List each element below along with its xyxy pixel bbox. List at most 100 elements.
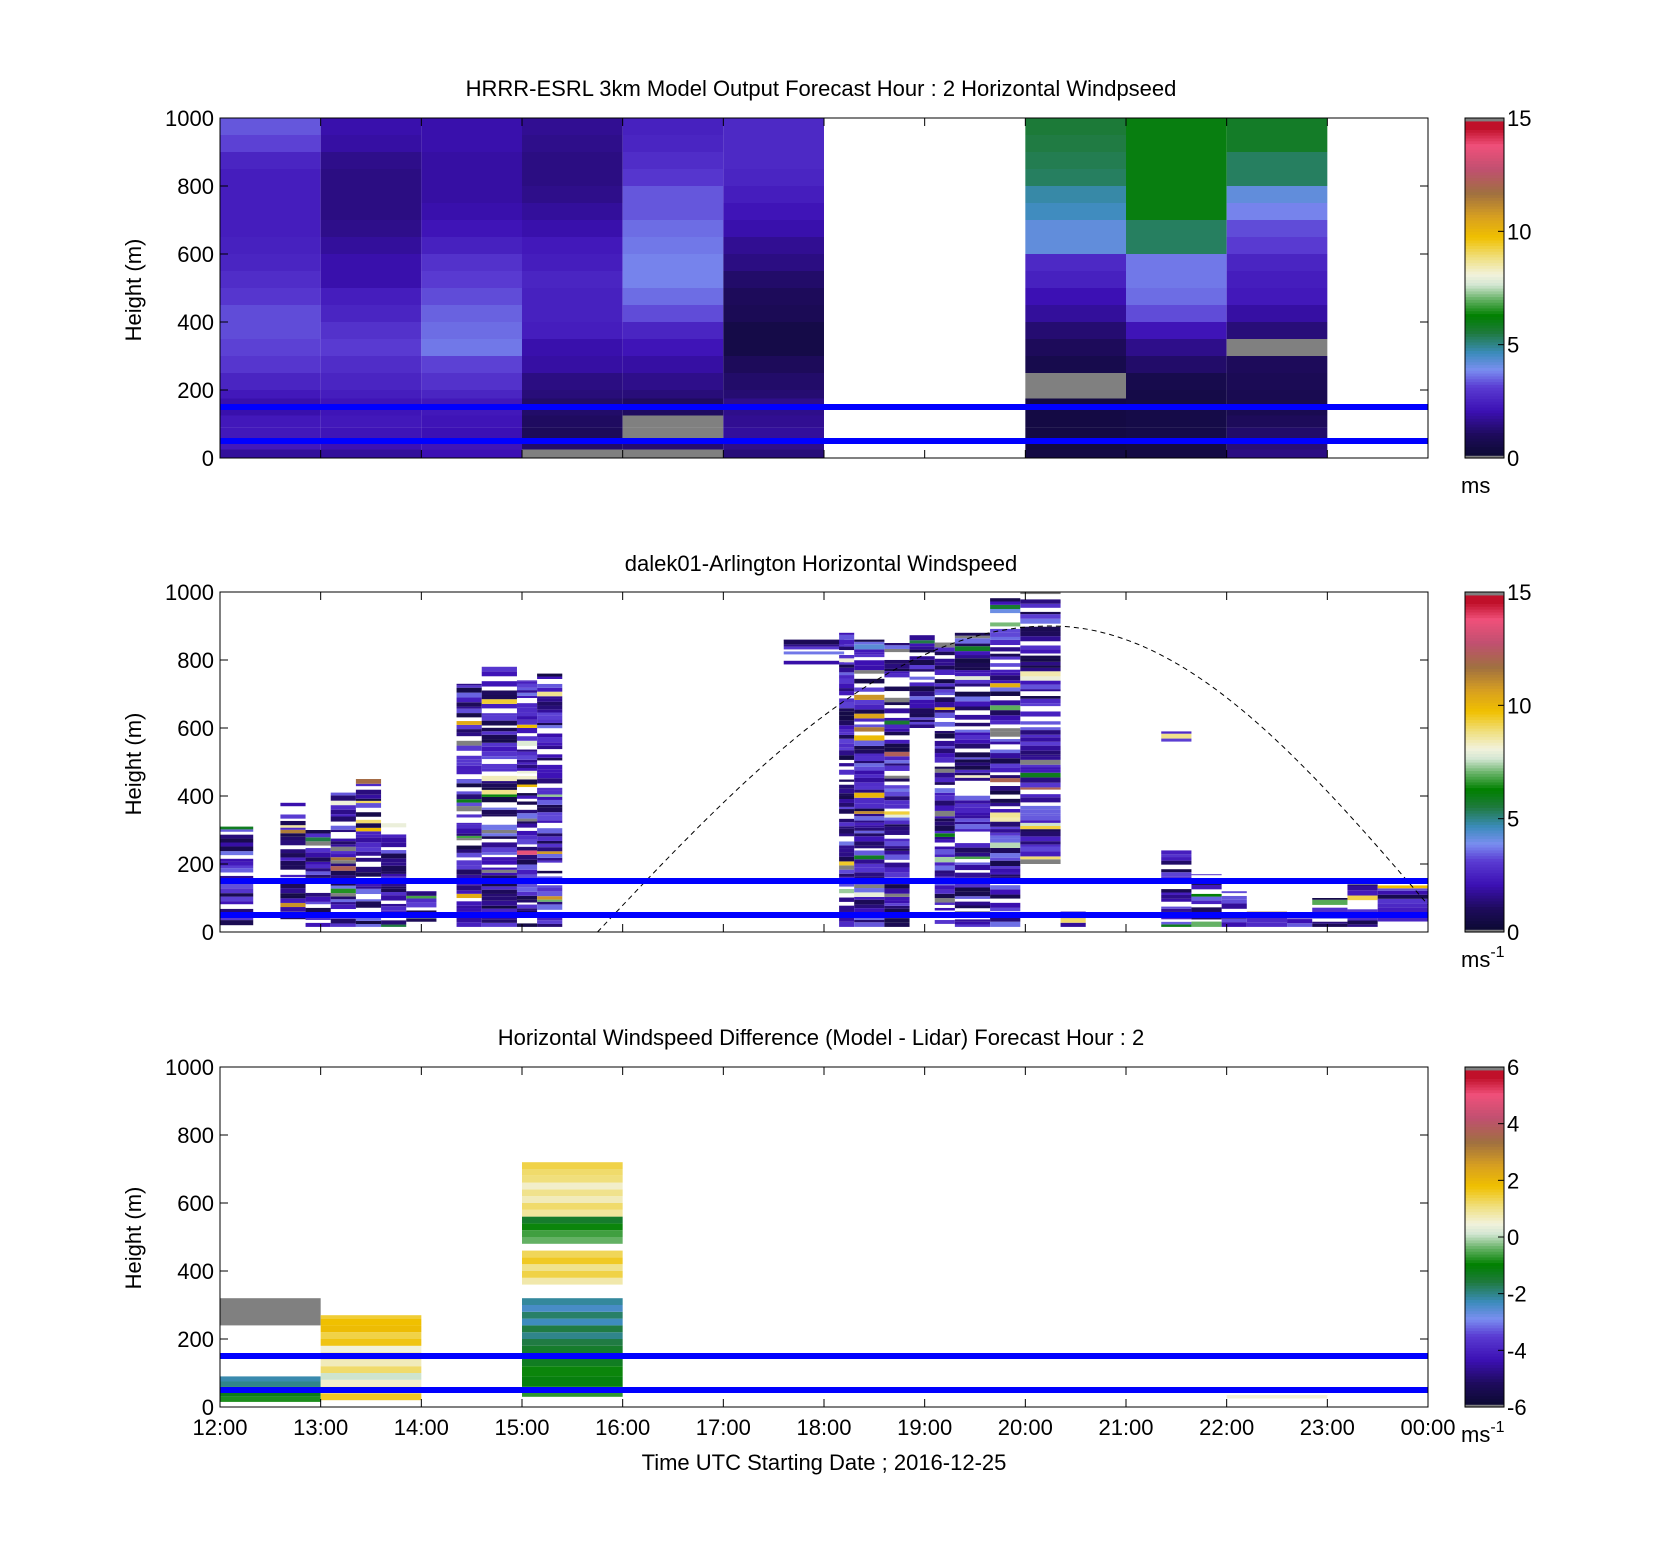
colorbar-segment	[1465, 347, 1504, 351]
heatmap-cell	[1312, 923, 1348, 927]
colorbar-segment	[1465, 225, 1504, 230]
heatmap-cell	[1161, 894, 1192, 899]
heatmap-cell	[320, 1359, 422, 1367]
colorbar-segment	[1465, 174, 1504, 179]
colorbar-segment	[1465, 878, 1504, 882]
colorbar-tick-label: 2	[1507, 1168, 1519, 1193]
heatmap-cell	[934, 651, 955, 656]
heatmap-cell	[622, 203, 724, 220]
heatmap-cell	[884, 645, 910, 649]
colorbar-segment	[1465, 276, 1504, 281]
heatmap-cell	[954, 658, 991, 663]
heatmap-cell	[456, 922, 482, 927]
colorbar-segment	[1465, 662, 1504, 667]
heatmap-cell	[537, 772, 563, 779]
heatmap-cell	[320, 1332, 422, 1339]
heatmap-cell	[934, 658, 955, 663]
colorbar-segment	[1465, 120, 1504, 125]
heatmap-cell	[481, 893, 517, 897]
colorbar-segment	[1465, 1166, 1504, 1170]
heatmap-cell	[1161, 869, 1192, 873]
heatmap-cell	[516, 703, 538, 708]
difference-panel: Horizontal Windspeed Difference (Model -…	[121, 1025, 1527, 1447]
colorbar-segment	[1465, 424, 1504, 428]
colorbar-segment	[1465, 739, 1504, 743]
heatmap-cell	[537, 696, 563, 699]
heatmap-cell	[783, 639, 845, 641]
colorbar-segment	[1465, 623, 1504, 627]
colorbar-segment	[1465, 694, 1504, 698]
heatmap-cell	[723, 415, 824, 428]
heatmap-cell	[839, 702, 855, 709]
colorbar-segment	[1465, 855, 1504, 859]
heatmap-cell	[954, 662, 991, 668]
heatmap-cell	[1161, 924, 1192, 927]
heatmap-cell	[854, 704, 885, 710]
heatmap-cell	[537, 812, 563, 816]
heatmap-cell	[909, 640, 935, 644]
heatmap-cell	[839, 747, 855, 751]
heatmap-cell	[723, 220, 824, 237]
heatmap-cell	[305, 871, 331, 875]
heatmap-cell	[481, 775, 517, 782]
colorbar-segment	[1465, 358, 1504, 363]
colorbar-segment	[1465, 449, 1504, 453]
heatmap-cell	[934, 862, 955, 866]
colorbar-segment	[1465, 1228, 1504, 1232]
colorbar-segment	[1465, 708, 1504, 712]
heatmap-cell	[934, 697, 955, 703]
heatmap-cell	[990, 790, 1021, 795]
heatmap-cell	[839, 711, 855, 716]
colorbar-tick-label: 15	[1507, 580, 1531, 605]
heatmap-cell	[320, 1339, 422, 1346]
colorbar-segment	[1465, 271, 1504, 275]
colorbar-segment	[1465, 197, 1504, 201]
heatmap-cell	[456, 799, 482, 803]
heatmap-cell	[516, 751, 538, 756]
colorbar-segment	[1465, 1067, 1504, 1071]
heatmap-cell	[884, 838, 910, 842]
heatmap-cell	[934, 730, 955, 734]
colorbar-segment	[1465, 600, 1504, 604]
colorbar-segment	[1465, 597, 1504, 602]
heatmap-cell	[1020, 684, 1061, 690]
heatmap-cell	[280, 827, 306, 830]
heatmap-cell	[522, 1237, 623, 1244]
heatmap-cell	[1226, 305, 1328, 322]
heatmap-cell	[1226, 356, 1328, 373]
colorbar-segment	[1465, 375, 1504, 380]
heatmap-cell	[934, 865, 955, 871]
heatmap-cell	[839, 688, 855, 692]
heatmap-cell	[516, 755, 538, 760]
heatmap-cell	[481, 809, 517, 815]
heatmap-cell	[884, 872, 910, 878]
heatmap-cell	[954, 638, 991, 644]
heatmap-cell	[481, 742, 517, 747]
colorbar-segment	[1465, 364, 1504, 368]
heatmap-cell	[1025, 356, 1126, 373]
colorbar-segment	[1465, 220, 1504, 224]
colorbar-segment	[1465, 1106, 1504, 1111]
heatmap-cell	[934, 889, 955, 894]
colorbar-segment	[1465, 875, 1504, 879]
heatmap-cell	[1191, 874, 1222, 876]
colorbar-segment	[1465, 222, 1504, 227]
colorbar-segment	[1465, 1313, 1504, 1317]
heatmap-cell	[481, 852, 517, 855]
heatmap-cell	[839, 769, 855, 775]
heatmap-cell	[421, 152, 522, 169]
heatmap-cell	[537, 860, 563, 863]
y-tick-label: 800	[177, 1123, 214, 1148]
heatmap-cell	[1020, 836, 1061, 842]
heatmap-cell	[990, 601, 1021, 605]
heatmap-cell	[456, 838, 482, 841]
heatmap-cell	[954, 762, 991, 766]
heatmap-cell	[220, 917, 254, 921]
heatmap-cell	[456, 685, 482, 688]
heatmap-cell	[305, 907, 331, 913]
heatmap-cell	[884, 817, 910, 821]
heatmap-cell	[220, 118, 321, 135]
heatmap-cell	[355, 866, 382, 873]
heatmap-cell	[839, 667, 855, 673]
heatmap-cell	[516, 850, 538, 855]
